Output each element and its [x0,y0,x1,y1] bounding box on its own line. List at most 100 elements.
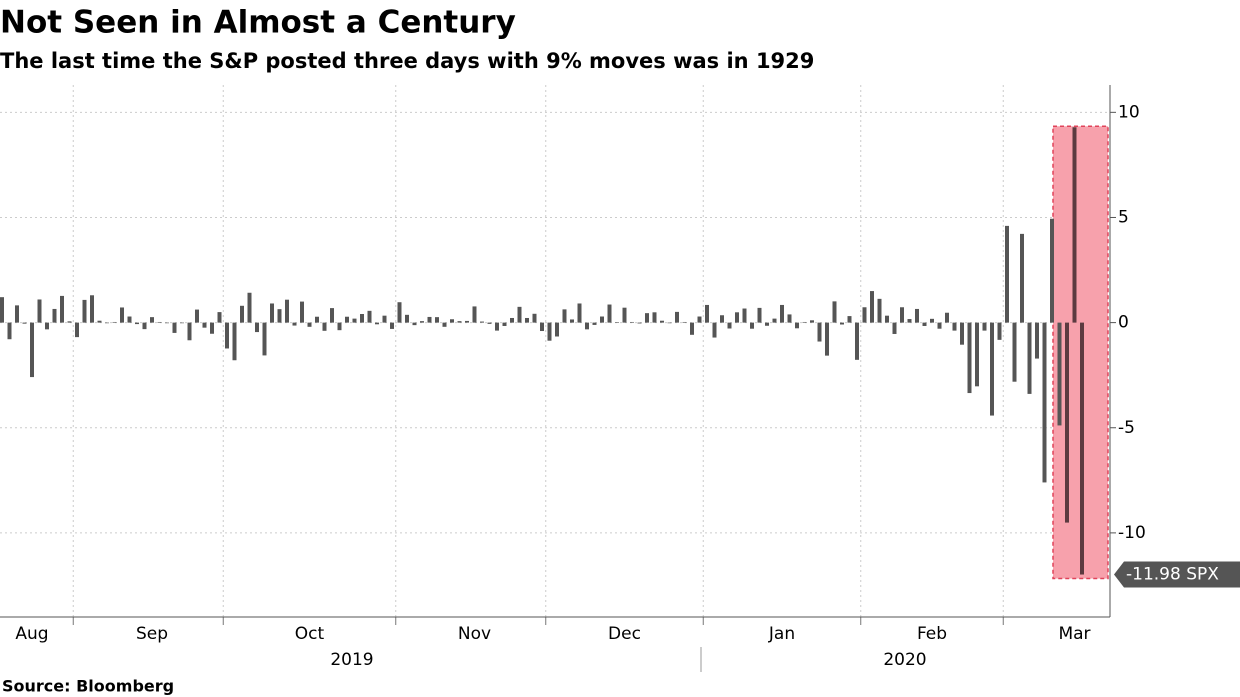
bar [247,292,252,323]
bar [900,307,904,323]
bar [877,298,882,323]
bar [300,301,304,323]
bar [967,322,972,394]
bar [735,312,739,323]
bar [480,321,484,323]
bar [487,322,492,324]
bar [1005,225,1009,323]
bar [187,322,192,341]
bar [1020,233,1024,323]
bar [757,307,762,323]
bar [645,313,649,323]
bar [780,304,784,323]
bar [555,322,559,337]
bar [592,322,597,325]
bar [465,320,469,323]
bar [97,320,102,323]
bar [367,310,372,323]
bar [442,322,447,327]
bar [742,308,747,323]
value-label: -11.98 SPX [1126,565,1219,585]
bar [352,318,357,323]
bar [817,322,822,342]
bar [855,322,859,360]
bar [472,306,477,323]
bar [720,315,724,323]
bar [0,297,4,323]
bar [22,322,27,324]
bar [172,322,177,333]
bar [1012,322,1017,382]
bar [292,322,297,326]
bar [435,317,439,323]
bar [952,322,957,331]
bar [982,322,987,331]
source: Source: Bloomberg [2,677,174,696]
bar [142,322,147,330]
bar [997,322,1002,340]
bar [157,321,162,323]
bar [802,321,807,323]
bar [675,311,679,323]
x-tick-label: Jan [768,624,795,644]
bar [37,299,42,323]
bar [787,314,792,323]
bar [510,317,514,323]
bar [285,299,289,323]
bar [832,301,837,323]
bar [135,322,139,325]
bar [1035,322,1039,359]
bar [1065,322,1069,523]
x-tick-label: Dec [608,624,641,644]
bar [345,316,349,323]
bar [862,307,867,323]
bar [195,309,199,323]
bar [922,322,927,326]
bar [420,321,424,323]
bar [307,322,312,327]
bar [945,312,949,323]
bar [127,316,132,323]
bar [457,321,462,323]
bar [165,322,169,324]
bar [360,313,364,323]
bar [67,321,72,323]
bar [1080,322,1084,575]
bar [45,322,49,330]
value-tag [1114,561,1240,588]
bar [1027,322,1032,394]
bar [765,322,769,326]
bar [750,322,754,329]
bar [562,309,567,323]
bar [180,322,184,324]
bar [930,318,934,323]
bar [120,307,124,323]
x-tick-label: Nov [458,624,491,644]
bar [870,291,874,323]
bar [232,322,237,361]
x-tick-label: Oct [295,624,325,644]
bar [915,308,919,323]
bar [52,308,57,323]
y-tick-label: -10 [1118,523,1146,543]
x-tick-label: Feb [917,624,947,644]
y-tick-label: 5 [1118,207,1129,227]
bar [690,322,694,335]
bar [652,312,657,323]
bar [637,322,642,324]
bar [262,322,267,356]
chart-title: Not Seen in Almost a Century [0,5,516,41]
bar [547,322,552,341]
bar [772,318,777,323]
bar [330,308,334,323]
y-tick-label: 0 [1118,313,1129,333]
bar [495,322,499,331]
bar [1050,218,1054,323]
chart-subtitle: The last time the S&P posted three days … [0,49,814,73]
year-label: 2020 [883,650,926,670]
bar [337,322,342,331]
bar [540,322,544,332]
bar [697,316,702,323]
bar [382,315,387,323]
